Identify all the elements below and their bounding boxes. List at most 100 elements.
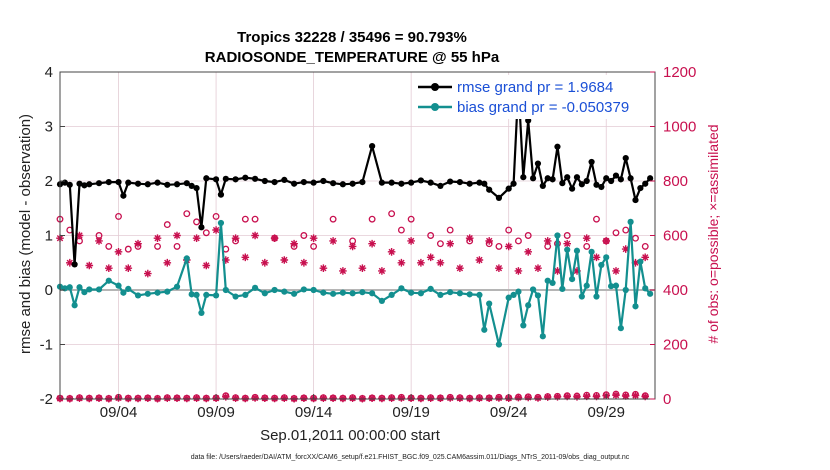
rmse-point: [510, 180, 517, 187]
rmse-point: [339, 181, 346, 188]
obs-possible-marker: [495, 242, 503, 250]
bias-point: [568, 276, 576, 283]
rmse-point: [583, 177, 590, 185]
y-left-tick-label: -1: [40, 337, 53, 354]
obs-assimilated-marker: [573, 267, 581, 275]
rmse-point: [261, 177, 268, 185]
rmse-point: [486, 186, 493, 193]
y-right-tick-label: 0: [663, 391, 671, 408]
obs-assimilated-bottom-marker: [280, 394, 289, 402]
rmse-point: [554, 143, 561, 150]
obs-possible-marker: [105, 242, 113, 250]
obs-possible-marker: [632, 234, 639, 242]
x-tick-label: 09/09: [197, 404, 235, 421]
obs-possible-marker: [241, 215, 249, 223]
bias-point: [476, 291, 483, 299]
rmse-point: [378, 179, 385, 186]
obs-assimilated-marker: [417, 258, 425, 267]
rmse-point: [188, 182, 195, 190]
obs-assimilated-marker: [231, 234, 240, 242]
y-left-tick-label: 1: [45, 228, 53, 245]
bias-point: [559, 285, 566, 293]
rmse-point: [549, 176, 556, 183]
obs-possible-marker: [583, 242, 591, 250]
obs-assimilated-marker: [95, 237, 103, 245]
bias-point: [81, 289, 88, 296]
obs-assimilated-bottom-marker: [397, 394, 406, 402]
bias-point: [212, 292, 220, 299]
obs-possible-marker: [183, 210, 191, 218]
rmse-point: [198, 224, 205, 231]
bias-point: [583, 282, 590, 289]
bias-point: [637, 258, 644, 265]
bias-point: [188, 291, 195, 298]
bias-point: [144, 290, 151, 297]
bias-point: [310, 286, 317, 294]
obs-assimilated-marker: [319, 264, 328, 272]
bias-point: [105, 277, 112, 284]
bias-point: [417, 290, 425, 297]
obs-assimilated-bottom-marker: [446, 394, 454, 402]
obs-assimilated-bottom-marker: [348, 394, 357, 402]
rmse-point: [144, 181, 151, 188]
bias-point: [388, 291, 395, 299]
obs-assimilated-marker: [514, 267, 523, 275]
obs-assimilated-bottom-marker: [192, 394, 201, 402]
obs-assimilated-bottom-marker: [231, 394, 240, 402]
obs-assimilated-marker: [641, 253, 649, 262]
y-axis-right-label: # of obs: o=possible; ×=assimilated: [705, 124, 721, 343]
bias-point: [120, 289, 127, 296]
rmse-point: [66, 181, 73, 188]
rmse-point: [573, 174, 581, 181]
obs-assimilated-marker: [426, 253, 435, 262]
legend-bias-marker: [431, 103, 439, 111]
obs-assimilated-marker: [387, 248, 396, 256]
obs-assimilated-marker: [173, 231, 181, 240]
obs-possible-marker: [388, 210, 396, 218]
bias-point: [232, 293, 239, 300]
obs-assimilated-marker: [300, 258, 308, 267]
y-left-tick-label: 3: [45, 119, 53, 136]
obs-possible-marker: [202, 229, 210, 237]
obs-assimilated-marker: [329, 237, 337, 245]
obs-assimilated-marker: [612, 267, 620, 275]
bias-point: [510, 291, 517, 299]
rmse-point: [632, 196, 639, 204]
rmse-point: [242, 174, 249, 181]
obs-possible-marker: [641, 242, 649, 250]
bias-point: [408, 289, 415, 296]
bias-point: [193, 291, 200, 299]
bias-point: [320, 289, 327, 296]
y-right-tick-label: 800: [663, 173, 688, 190]
bias-point: [251, 284, 259, 291]
obs-possible-marker: [368, 215, 376, 223]
obs-assimilated-marker: [407, 237, 415, 245]
obs-assimilated-bottom-marker: [621, 392, 630, 400]
rmse-point: [612, 172, 620, 179]
y-right-tick-label: 200: [663, 337, 688, 354]
rmse-point: [447, 178, 454, 185]
obs-assimilated-marker: [85, 261, 94, 270]
y-right-tick-label: 1000: [663, 119, 696, 136]
obs-assimilated-marker: [368, 239, 376, 248]
obs-assimilated-marker: [339, 267, 347, 275]
obs-assimilated-marker: [163, 258, 172, 267]
bias-series: [56, 218, 654, 348]
y-right-tick-label: 400: [663, 282, 688, 299]
obs-possible-marker: [593, 215, 600, 223]
rmse-point: [320, 177, 327, 185]
bias-point: [481, 326, 488, 333]
obs-assimilated-marker: [456, 264, 464, 272]
bias-point: [198, 309, 205, 316]
rmse-point: [388, 179, 395, 186]
rmse-point: [81, 182, 88, 189]
rmse-point: [290, 180, 298, 187]
obs-assimilated-bottom-marker: [582, 392, 591, 401]
obs-assimilated-marker: [124, 264, 133, 272]
rmse-point: [534, 160, 542, 167]
grid: [60, 71, 655, 400]
bias-point: [544, 277, 551, 284]
bias-point: [203, 291, 210, 299]
bias-point: [86, 286, 93, 293]
rmse-point: [622, 155, 629, 162]
